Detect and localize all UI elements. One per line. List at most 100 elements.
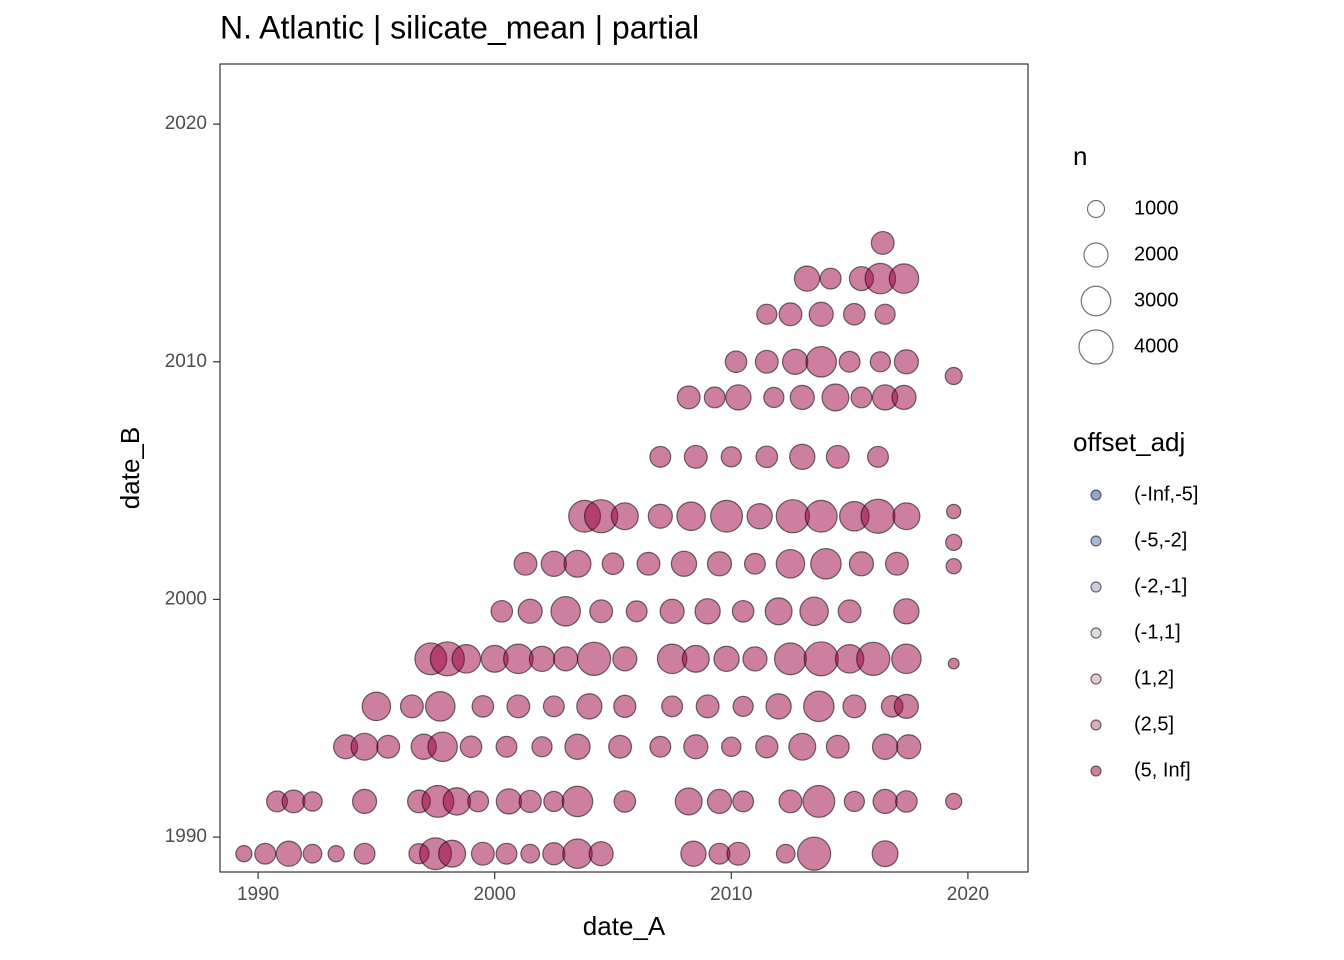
x-tick-label: 2020 <box>947 884 989 905</box>
x-tick-label: 2000 <box>474 884 516 905</box>
point <box>350 732 379 761</box>
point <box>804 499 838 533</box>
point <box>803 641 839 677</box>
point <box>495 842 518 865</box>
point <box>601 552 625 576</box>
point <box>561 785 594 818</box>
y-tick-label: 2000 <box>165 588 207 609</box>
point <box>513 551 538 576</box>
point <box>275 840 303 867</box>
point <box>891 384 917 411</box>
point <box>893 349 920 375</box>
x-axis-title: date_A <box>583 911 666 941</box>
point <box>825 734 850 759</box>
color-legend-key <box>1090 673 1102 685</box>
point <box>842 694 867 719</box>
point <box>871 733 899 760</box>
point <box>613 790 637 813</box>
size-legend-key <box>1080 285 1112 317</box>
point <box>773 642 807 676</box>
point <box>945 503 962 520</box>
point <box>842 302 866 326</box>
point <box>756 303 778 325</box>
point <box>765 693 792 720</box>
point <box>281 789 306 814</box>
point <box>731 599 755 623</box>
point <box>470 841 495 866</box>
point <box>589 599 614 624</box>
point <box>732 790 755 813</box>
point <box>888 263 920 294</box>
point <box>848 551 875 577</box>
point <box>872 788 898 815</box>
point <box>724 350 748 374</box>
point <box>542 695 565 718</box>
point <box>361 691 392 722</box>
point <box>424 691 456 722</box>
point <box>945 557 962 575</box>
point <box>610 502 639 531</box>
point <box>796 836 832 871</box>
point <box>821 383 850 412</box>
point <box>528 645 556 673</box>
color-legend-label: (-2,-1] <box>1134 575 1187 597</box>
point <box>681 644 710 673</box>
point <box>625 600 648 623</box>
point <box>720 446 742 468</box>
color-legend-label: (-Inf,-5] <box>1134 483 1198 505</box>
y-tick-label: 2020 <box>165 113 207 134</box>
color-legend-title: offset_adj <box>1073 427 1185 457</box>
point <box>235 845 253 863</box>
point <box>706 551 733 577</box>
point <box>520 843 541 864</box>
point <box>588 841 614 867</box>
point <box>763 386 785 409</box>
point <box>725 384 752 411</box>
color-legend-label: (-1,1] <box>1134 621 1181 643</box>
point <box>302 843 323 864</box>
point <box>467 790 490 813</box>
point <box>764 597 793 626</box>
x-tick-label: 2010 <box>710 884 752 905</box>
point <box>896 734 922 760</box>
point <box>945 792 963 811</box>
point <box>612 646 638 672</box>
color-legend-label: (1,2] <box>1134 667 1174 689</box>
color-legend-label: (2,5] <box>1134 713 1174 735</box>
point <box>850 386 873 409</box>
point <box>670 550 698 577</box>
point <box>793 265 821 292</box>
point <box>254 842 277 865</box>
point <box>636 551 661 576</box>
point <box>542 842 566 866</box>
point <box>788 732 817 761</box>
point <box>743 552 766 575</box>
point <box>726 841 751 866</box>
point <box>694 598 721 625</box>
point <box>649 735 672 758</box>
point <box>838 350 861 373</box>
color-legend-key <box>1090 719 1102 731</box>
point <box>755 735 779 759</box>
size-legend-key <box>1078 329 1114 365</box>
size-legend-key <box>1083 242 1109 268</box>
point <box>947 657 960 670</box>
point <box>613 694 637 719</box>
point <box>892 502 921 531</box>
point <box>866 445 890 468</box>
size-legend-label: 1000 <box>1134 197 1179 219</box>
point <box>778 789 803 814</box>
point <box>540 550 568 577</box>
point <box>945 533 963 552</box>
point <box>680 840 707 867</box>
point <box>893 598 920 625</box>
y-tick-label: 1990 <box>165 826 207 847</box>
point <box>674 787 703 816</box>
point <box>754 349 779 374</box>
size-legend-label: 2000 <box>1134 243 1179 265</box>
point <box>576 693 603 720</box>
point <box>860 498 896 534</box>
point <box>732 695 754 718</box>
point <box>775 499 810 534</box>
point <box>506 694 531 719</box>
